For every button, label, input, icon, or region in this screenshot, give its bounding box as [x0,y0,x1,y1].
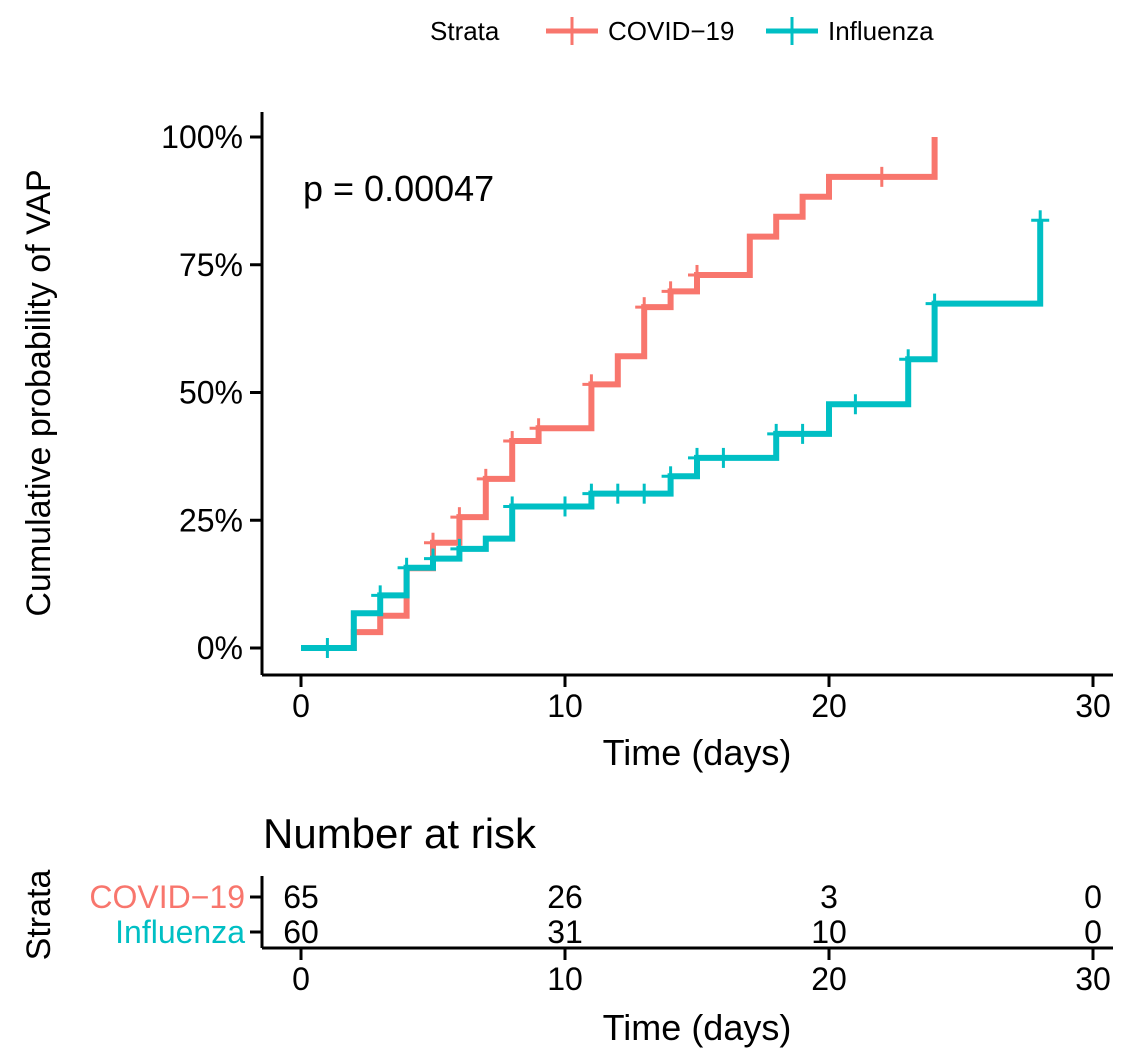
survival-curves [301,137,1050,658]
risk-table: Number at risk Strata 0 10 20 30 COVID−19 65… [20,810,1113,1048]
censor-mark-influenza [371,585,390,606]
curve-covid [301,137,938,651]
legend-label-influenza: Influenza [828,16,934,46]
legend-key-influenza [766,17,818,45]
y-axis: 0% 25% 50% 75% 100% [161,112,264,675]
risk-x-tick-label: 30 [1075,961,1111,997]
censor-mark-influenza [661,466,680,487]
censor-mark-influenza [714,447,733,468]
risk-table-y-title: Strata [20,870,58,961]
censor-mark-influenza [503,496,522,517]
censor-mark-covid [872,166,891,187]
legend-key-covid [546,17,598,45]
risk-count: 0 [1084,914,1102,950]
censor-mark-influenza [635,483,654,504]
censor-mark-influenza [608,483,627,504]
censor-mark-influenza [450,538,469,559]
censor-mark-influenza [318,638,337,658]
x-tick-label: 0 [292,688,310,724]
risk-table-rows: COVID−19 65 26 3 0 Influenza 60 31 10 0 [89,879,1102,950]
risk-table-title: Number at risk [263,810,537,857]
risk-count: 26 [547,879,583,915]
censor-mark-influenza [767,423,786,444]
risk-count: 31 [547,914,583,950]
censor-mark-influenza [793,423,812,444]
risk-table-x-axis: 0 10 20 30 [262,946,1113,997]
y-tick-label: 50% [179,375,243,411]
legend-label-covid: COVID−19 [608,16,734,46]
censor-mark-influenza [846,394,865,415]
censor-mark-covid [582,374,601,395]
risk-count: 10 [811,914,847,950]
x-axis-title: Time (days) [603,732,792,773]
risk-count: 60 [283,914,319,950]
x-tick-label: 30 [1075,688,1111,724]
censor-mark-influenza [397,557,416,578]
risk-row-label: COVID−19 [89,879,245,915]
risk-table-x-title: Time (days) [603,1007,792,1048]
censor-mark-covid [529,418,548,439]
censor-mark-covid [476,468,495,489]
censor-mark-influenza [582,483,601,504]
y-axis-title: Cumulative probability of VAP [20,169,58,616]
risk-x-tick-label: 10 [547,961,583,997]
y-tick-label: 75% [179,247,243,283]
risk-table-y-axis [250,876,264,948]
risk-count: 3 [820,879,838,915]
x-tick-label: 10 [547,688,583,724]
risk-count: 0 [1084,879,1102,915]
p-value-annotation: p = 0.00047 [303,168,494,209]
risk-row-label: Influenza [115,914,245,950]
censor-mark-covid [688,264,706,285]
censor-mark-influenza [899,349,918,370]
risk-x-tick-label: 20 [811,961,847,997]
censor-mark-covid [661,281,680,302]
censor-mark-influenza [925,293,944,314]
censor-mark-influenza [688,447,706,468]
main-plot: Cumulative probability of VAP 0% 25% 50% 75… [20,112,1113,773]
x-tick-label: 20 [811,688,847,724]
legend-title: Strata [430,16,500,46]
risk-count: 65 [283,879,319,915]
legend: Strata COVID−19 Influenza [430,16,934,46]
censor-mark-covid [450,507,469,528]
y-tick-label: 25% [179,502,243,538]
risk-x-tick-label: 0 [292,961,310,997]
y-tick-label: 0% [197,630,243,666]
censor-mark-influenza [424,548,442,569]
censor-mark-influenza [556,496,574,517]
censor-mark-covid [503,431,522,452]
x-axis: 0 10 20 30 [262,673,1113,724]
censor-mark-covid [635,297,654,318]
censor-mark-influenza [1031,210,1050,231]
y-tick-label: 100% [161,119,243,155]
curve-influenza [301,220,1044,651]
